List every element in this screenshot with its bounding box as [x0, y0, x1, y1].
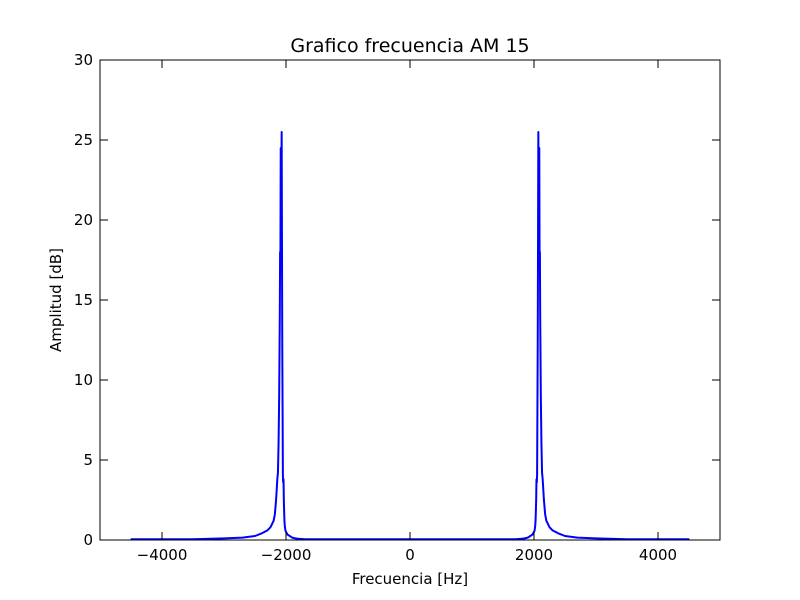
y-tick-label: 30	[74, 51, 93, 69]
data-point	[536, 475, 538, 477]
data-point	[290, 536, 292, 538]
data-point	[545, 520, 548, 522]
data-point	[535, 499, 537, 501]
data-point	[537, 243, 539, 245]
data-point	[284, 529, 286, 532]
data-point	[539, 251, 541, 253]
y-tick-label: 15	[74, 291, 93, 309]
data-point	[281, 131, 283, 133]
x-tick-label: −2000	[261, 546, 312, 564]
data-point	[286, 533, 288, 536]
data-point	[537, 347, 539, 349]
data-point	[283, 499, 285, 501]
data-point	[532, 533, 534, 536]
data-point	[273, 520, 275, 522]
data-point	[291, 537, 293, 539]
data-point	[534, 525, 536, 527]
y-axis-label: Amplitud [dB]	[47, 248, 65, 352]
data-point	[595, 537, 597, 540]
data-point	[279, 315, 281, 317]
data-point	[266, 529, 268, 532]
data-point	[274, 513, 276, 516]
data-point	[535, 510, 537, 512]
data-point	[283, 510, 285, 512]
data-point	[281, 243, 283, 245]
data-point	[536, 411, 539, 413]
data-point	[536, 481, 538, 483]
data-point	[521, 538, 523, 540]
data-point	[277, 443, 280, 445]
data-point	[524, 537, 526, 540]
data-point	[558, 533, 560, 535]
y-tick-label: 10	[74, 371, 93, 389]
data-point	[281, 411, 284, 413]
data-point	[278, 395, 280, 397]
y-tick-label: 5	[83, 451, 93, 469]
data-point	[284, 525, 286, 527]
data-point	[280, 187, 282, 189]
data-point	[527, 537, 529, 539]
data-point	[282, 481, 284, 483]
data-point	[544, 513, 546, 516]
data-point	[254, 535, 256, 537]
data-point	[538, 259, 541, 261]
data-point	[530, 534, 533, 536]
data-point	[281, 347, 283, 349]
data-point	[576, 537, 579, 539]
data-point	[260, 533, 262, 535]
plot-area	[100, 60, 720, 540]
data-point	[535, 478, 538, 480]
y-tick-label: 20	[74, 211, 93, 229]
data-point	[538, 147, 540, 149]
data-point	[280, 147, 282, 149]
data-point	[542, 478, 544, 480]
data-point	[538, 187, 540, 189]
data-point	[537, 131, 539, 133]
data-point	[543, 499, 545, 501]
data-point	[282, 478, 285, 480]
data-point	[276, 478, 278, 480]
plot-frame	[99, 59, 721, 541]
data-point	[539, 315, 541, 317]
data-point	[277, 472, 279, 474]
data-point	[297, 538, 299, 540]
data-point	[282, 475, 284, 477]
x-tick-label: 4000	[639, 546, 677, 564]
data-point	[275, 499, 277, 501]
data-point	[280, 150, 282, 152]
data-point	[279, 259, 282, 261]
data-point	[540, 395, 542, 397]
data-point	[552, 529, 554, 532]
data-point	[294, 537, 296, 540]
data-point	[269, 526, 272, 528]
x-tick-label: 2000	[515, 546, 553, 564]
y-tick-label: 0	[83, 531, 93, 549]
data-point	[541, 472, 543, 474]
x-tick-label: 0	[405, 546, 415, 564]
data-point	[548, 526, 551, 528]
data-point	[279, 251, 281, 253]
data-point	[564, 535, 566, 537]
data-point	[528, 536, 530, 538]
data-point	[287, 534, 290, 536]
data-point	[283, 520, 286, 522]
y-tick-label: 25	[74, 131, 93, 149]
data-point	[534, 529, 536, 532]
chart-title: Grafico frecuencia AM 15	[290, 35, 529, 57]
data-point	[242, 537, 244, 539]
data-point	[289, 535, 291, 537]
data-point	[538, 150, 540, 152]
x-tick-label: −4000	[137, 546, 188, 564]
x-axis-label: Frecuencia [Hz]	[352, 570, 468, 588]
data-point	[540, 443, 543, 445]
data-point	[534, 520, 537, 522]
data-point	[223, 537, 225, 540]
data-point	[529, 535, 531, 537]
